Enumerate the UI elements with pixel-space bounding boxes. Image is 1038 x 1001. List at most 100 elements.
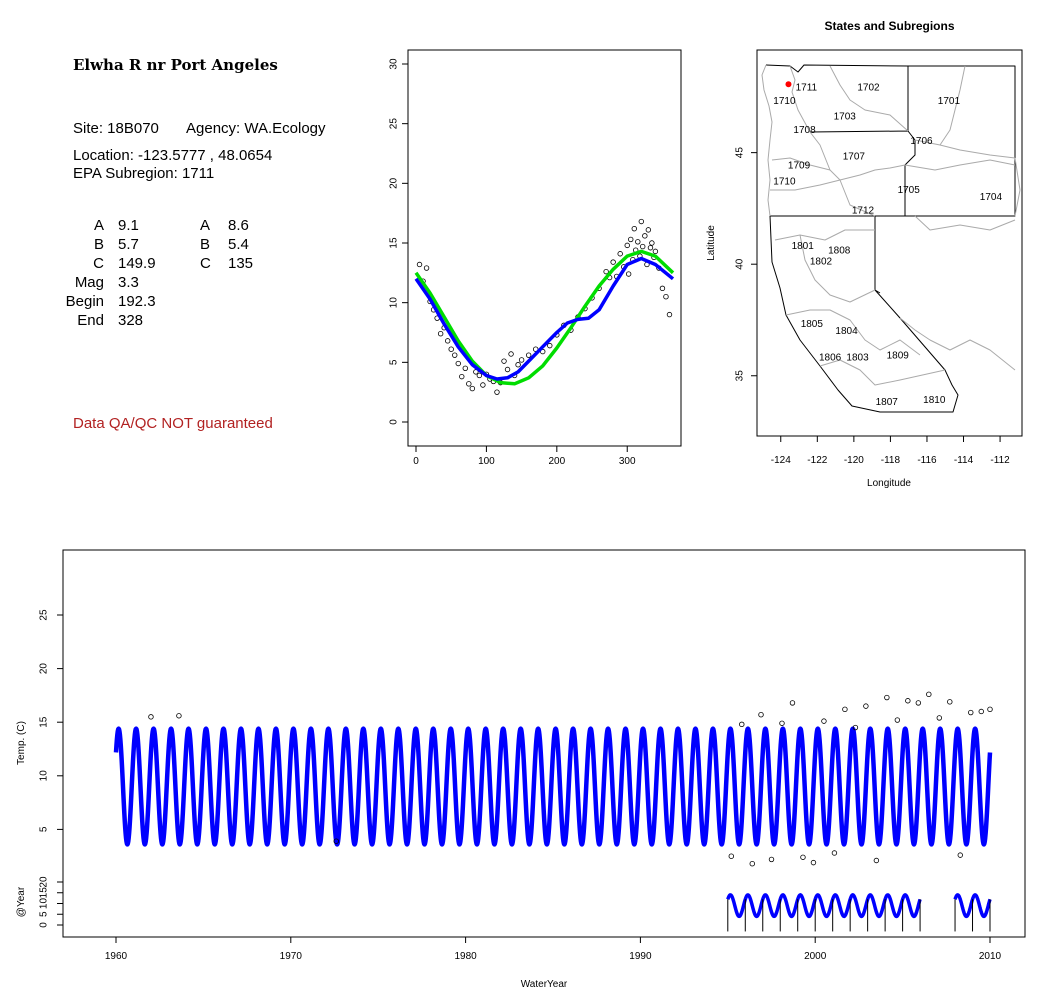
param-row: B 5.7 xyxy=(58,235,178,254)
outlier-points xyxy=(148,691,993,867)
x-tick-label: 100 xyxy=(478,456,495,467)
observation-point xyxy=(469,385,476,392)
y-tick-label: 10 xyxy=(39,898,50,910)
observation-point xyxy=(462,365,468,371)
observation-point xyxy=(480,382,486,388)
observation-point xyxy=(452,352,458,358)
outlier-point xyxy=(852,724,859,731)
x-axis-label: Longitude xyxy=(867,478,911,489)
outlier-point xyxy=(873,857,880,864)
outlier-point xyxy=(800,854,806,860)
y-tick-label: 35 xyxy=(735,370,746,382)
y-tick-label: 0 xyxy=(389,419,400,425)
y-tick-label: 40 xyxy=(735,258,746,270)
param-row: A 9.1 xyxy=(58,216,178,235)
param-name: A xyxy=(93,217,104,234)
observation-point xyxy=(628,236,634,243)
region-label: 1701 xyxy=(938,96,961,107)
region-label: 1803 xyxy=(846,353,869,364)
region-label: 1712 xyxy=(852,205,875,216)
region-label: 1805 xyxy=(801,319,824,330)
region-label: 1710 xyxy=(773,176,796,187)
outlier-point xyxy=(842,706,848,713)
outlier-point xyxy=(821,718,827,724)
y-axis-label: @Year xyxy=(16,886,27,917)
observation-point xyxy=(645,227,652,233)
observation-point xyxy=(494,389,500,395)
observation-point xyxy=(515,362,521,368)
outlier-point xyxy=(789,700,796,706)
x-tick-label: -124 xyxy=(771,455,791,466)
outlier-point xyxy=(978,708,984,715)
x-tick-label: -118 xyxy=(881,455,901,466)
x-axis-label: WaterYear xyxy=(521,979,568,990)
y-axis-label: Temp. (C) xyxy=(16,721,27,765)
observation-point xyxy=(518,357,525,363)
param-row: A 8.6 xyxy=(190,216,310,235)
observation-point xyxy=(625,271,632,277)
x-tick-label: -116 xyxy=(917,455,937,466)
outlier-point xyxy=(987,706,993,713)
outlier-point xyxy=(758,711,764,718)
param-name: C xyxy=(200,255,211,272)
y-tick-label: 5 xyxy=(39,911,50,917)
location: Location: -123.5777 , 48.0654 xyxy=(73,147,273,164)
x-tick-label: -120 xyxy=(844,455,864,466)
seasonal-chart: 0 100 200 300 0 5 10 15 20 25 30 xyxy=(389,49,682,467)
region-label: 1705 xyxy=(898,185,921,196)
subregion-map: 1711 1702 1701 1710 1703 1708 1706 1707 1709 1710… xyxy=(706,49,1023,489)
outlier-point xyxy=(779,720,785,726)
observation-point xyxy=(659,285,666,292)
plot-frame xyxy=(62,549,1026,938)
region-label: 1706 xyxy=(910,136,933,147)
map-title: States and Subregions xyxy=(824,19,955,33)
observation-point xyxy=(652,248,659,255)
param-name: End xyxy=(77,312,104,329)
observation-point xyxy=(638,218,645,225)
observation-point xyxy=(416,261,423,268)
fit-line xyxy=(414,256,675,381)
region-label: 1808 xyxy=(828,245,851,256)
timeseries-chart: 1960 1970 1980 1990 2000 2010510152025WaterYe… xyxy=(16,549,1026,990)
x-tick-label: 1960 xyxy=(105,951,128,962)
param-name: Begin xyxy=(65,293,104,310)
y-tick-label: 20 xyxy=(389,177,400,189)
x-tick-label: 1980 xyxy=(454,951,477,962)
region-label: 1707 xyxy=(843,152,866,163)
observation-point xyxy=(476,372,483,379)
observation-point xyxy=(631,225,637,232)
x-tick-label: -122 xyxy=(807,455,827,466)
map-land xyxy=(761,64,1021,413)
param-name: B xyxy=(200,236,211,253)
y-tick-label: 15 xyxy=(39,716,50,728)
param-value: 3.3 xyxy=(118,274,139,291)
epa-subregion: EPA Subregion: 1711 xyxy=(73,165,215,182)
x-tick-label: 0 xyxy=(413,456,419,467)
outlier-point xyxy=(333,838,339,844)
outlier-point xyxy=(915,700,922,706)
y-tick-label: 10 xyxy=(389,297,400,309)
map-axes: -124 -122 -120 -118 -116 -114 -112 35 40 45 Longit… xyxy=(706,147,1010,489)
temperature-series xyxy=(113,726,993,847)
region-label: 1807 xyxy=(876,397,899,408)
y-tick-label: 25 xyxy=(389,118,400,130)
observation-point xyxy=(666,311,673,318)
observation-points xyxy=(416,218,673,395)
outlier-point xyxy=(768,856,775,863)
region-label: 1704 xyxy=(980,192,1003,203)
map-frame xyxy=(756,49,1023,437)
site-title: Elwha R nr Port Angeles xyxy=(73,56,278,74)
observation-point xyxy=(647,245,654,251)
observation-point xyxy=(437,330,444,337)
param-value: 8.6 xyxy=(228,217,249,234)
region-label: 1801 xyxy=(792,241,815,252)
year-series-line xyxy=(726,893,922,919)
y-tick-label: 30 xyxy=(389,58,400,70)
subregion-boundaries xyxy=(761,64,1021,386)
param-name: B xyxy=(93,236,104,253)
outlier-point xyxy=(863,703,869,709)
outlier-point xyxy=(957,852,963,858)
temperature-line xyxy=(113,726,993,847)
param-row: Begin 192.3 xyxy=(58,292,178,311)
